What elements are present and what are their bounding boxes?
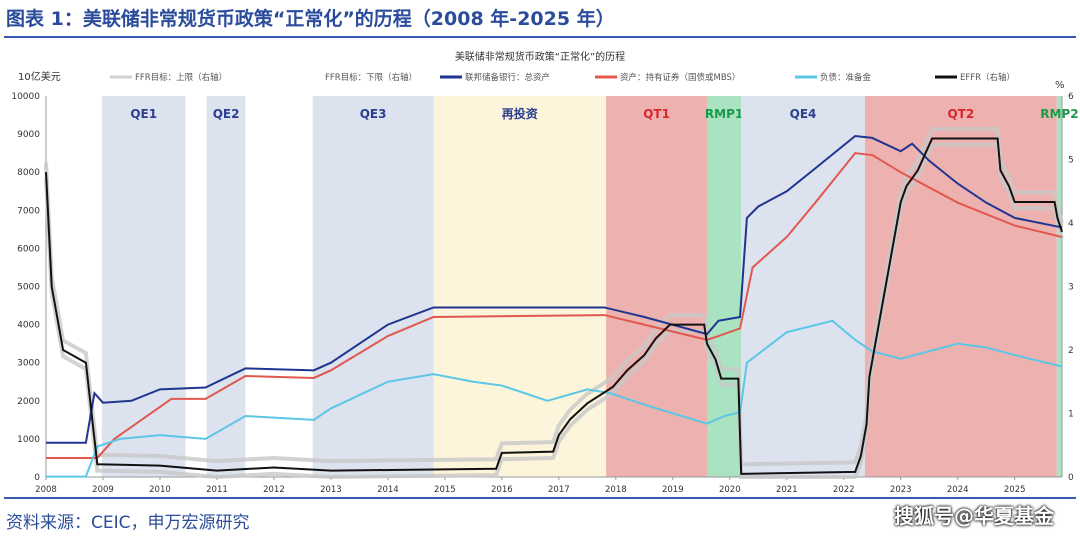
- x-tick-label: 2008: [35, 485, 57, 495]
- y-tick-label: 1000: [17, 435, 40, 445]
- ffr-upper-line: [44, 127, 1064, 467]
- x-tick-label: 2021: [776, 485, 798, 495]
- y2-tick-label: 5: [1068, 156, 1074, 166]
- x-tick-label: 2010: [149, 485, 171, 495]
- period-band: [206, 96, 246, 477]
- period-label: QT1: [643, 107, 670, 121]
- y2-tick-label: 4: [1068, 219, 1074, 229]
- watermark: 搜狐号@华夏基金: [894, 504, 1054, 528]
- period-label: QE4: [790, 107, 817, 121]
- source-note: 资料来源：CEIC，申万宏源研究: [6, 513, 250, 533]
- y2-tick-label: 0: [1068, 473, 1074, 483]
- series-line: [45, 137, 1063, 475]
- x-tick-label: 2011: [206, 485, 228, 495]
- y-tick-label: 3000: [17, 359, 40, 369]
- period-label: 再投资: [502, 106, 538, 121]
- y-tick-label: 5000: [17, 283, 40, 293]
- legend-item: 联邦储备银行：总资产: [465, 72, 550, 83]
- legend-item: 负债：准备金: [820, 72, 872, 83]
- y-tick-label: 8000: [17, 168, 40, 178]
- y-tick-label: 4000: [17, 321, 40, 331]
- period-band: [706, 96, 742, 477]
- period-band: [606, 96, 707, 477]
- period-band: [433, 96, 607, 477]
- y-tick-label: 7000: [17, 206, 40, 216]
- legend-item: FFR目标：上限（右轴）: [135, 72, 227, 83]
- y2-tick-label: 1: [1068, 410, 1074, 420]
- series-line: [46, 319, 1063, 478]
- x-tick-label: 2009: [92, 485, 114, 495]
- y2-tick-label: 6: [1068, 92, 1074, 102]
- series-line: [46, 134, 1063, 444]
- x-tick-label: 2015: [434, 485, 456, 495]
- period-label: QE2: [213, 107, 240, 121]
- period-band: [1056, 96, 1062, 477]
- x-tick-label: 2016: [491, 485, 513, 495]
- ffr-lower-line: [44, 142, 1064, 480]
- figure-title: 图表 1：美联储非常规货币政策“正常化”的历程（2008 年-2025 年）: [6, 8, 615, 30]
- y2-axis-label: %: [1055, 80, 1065, 91]
- y2-tick-label: 3: [1068, 283, 1074, 293]
- period-band: [741, 96, 865, 477]
- x-tick-label: 2014: [377, 485, 399, 495]
- period-label: RMP2: [1040, 107, 1078, 121]
- period-label: QE3: [360, 107, 387, 121]
- x-tick-label: 2022: [833, 485, 855, 495]
- period-label: RMP1: [705, 107, 743, 121]
- period-label: QT2: [947, 107, 974, 121]
- x-tick-label: 2024: [947, 485, 969, 495]
- period-band: [101, 96, 186, 477]
- period-label: QE1: [130, 107, 157, 121]
- period-band: [864, 96, 1057, 477]
- x-tick-label: 2018: [605, 485, 627, 495]
- legend-item: 资产：持有证券（国债或MBS）: [620, 72, 740, 83]
- y-axis-label: 10亿美元: [18, 70, 61, 83]
- y-tick-label: 10000: [11, 92, 40, 102]
- chart-title: 美联储非常规货币政策“正常化”的历程: [455, 50, 625, 63]
- x-tick-label: 2013: [320, 485, 342, 495]
- x-tick-label: 2023: [890, 485, 912, 495]
- y-tick-label: 9000: [17, 130, 40, 140]
- footer-divider: [4, 497, 1076, 499]
- x-tick-label: 2012: [263, 485, 285, 495]
- y-tick-label: 6000: [17, 244, 40, 254]
- y2-tick-label: 2: [1068, 346, 1074, 356]
- legend-item: FFR目标：下限（右轴）: [325, 72, 417, 83]
- legend-item: EFFR（右轴）: [960, 72, 1015, 83]
- y-tick-label: 0: [34, 473, 40, 483]
- x-tick-label: 2025: [1004, 485, 1026, 495]
- x-tick-label: 2020: [719, 485, 741, 495]
- period-band: [312, 96, 434, 477]
- x-tick-label: 2017: [548, 485, 570, 495]
- title-divider: [4, 36, 1076, 38]
- x-tick-label: 2019: [662, 485, 684, 495]
- y-tick-label: 2000: [17, 397, 40, 407]
